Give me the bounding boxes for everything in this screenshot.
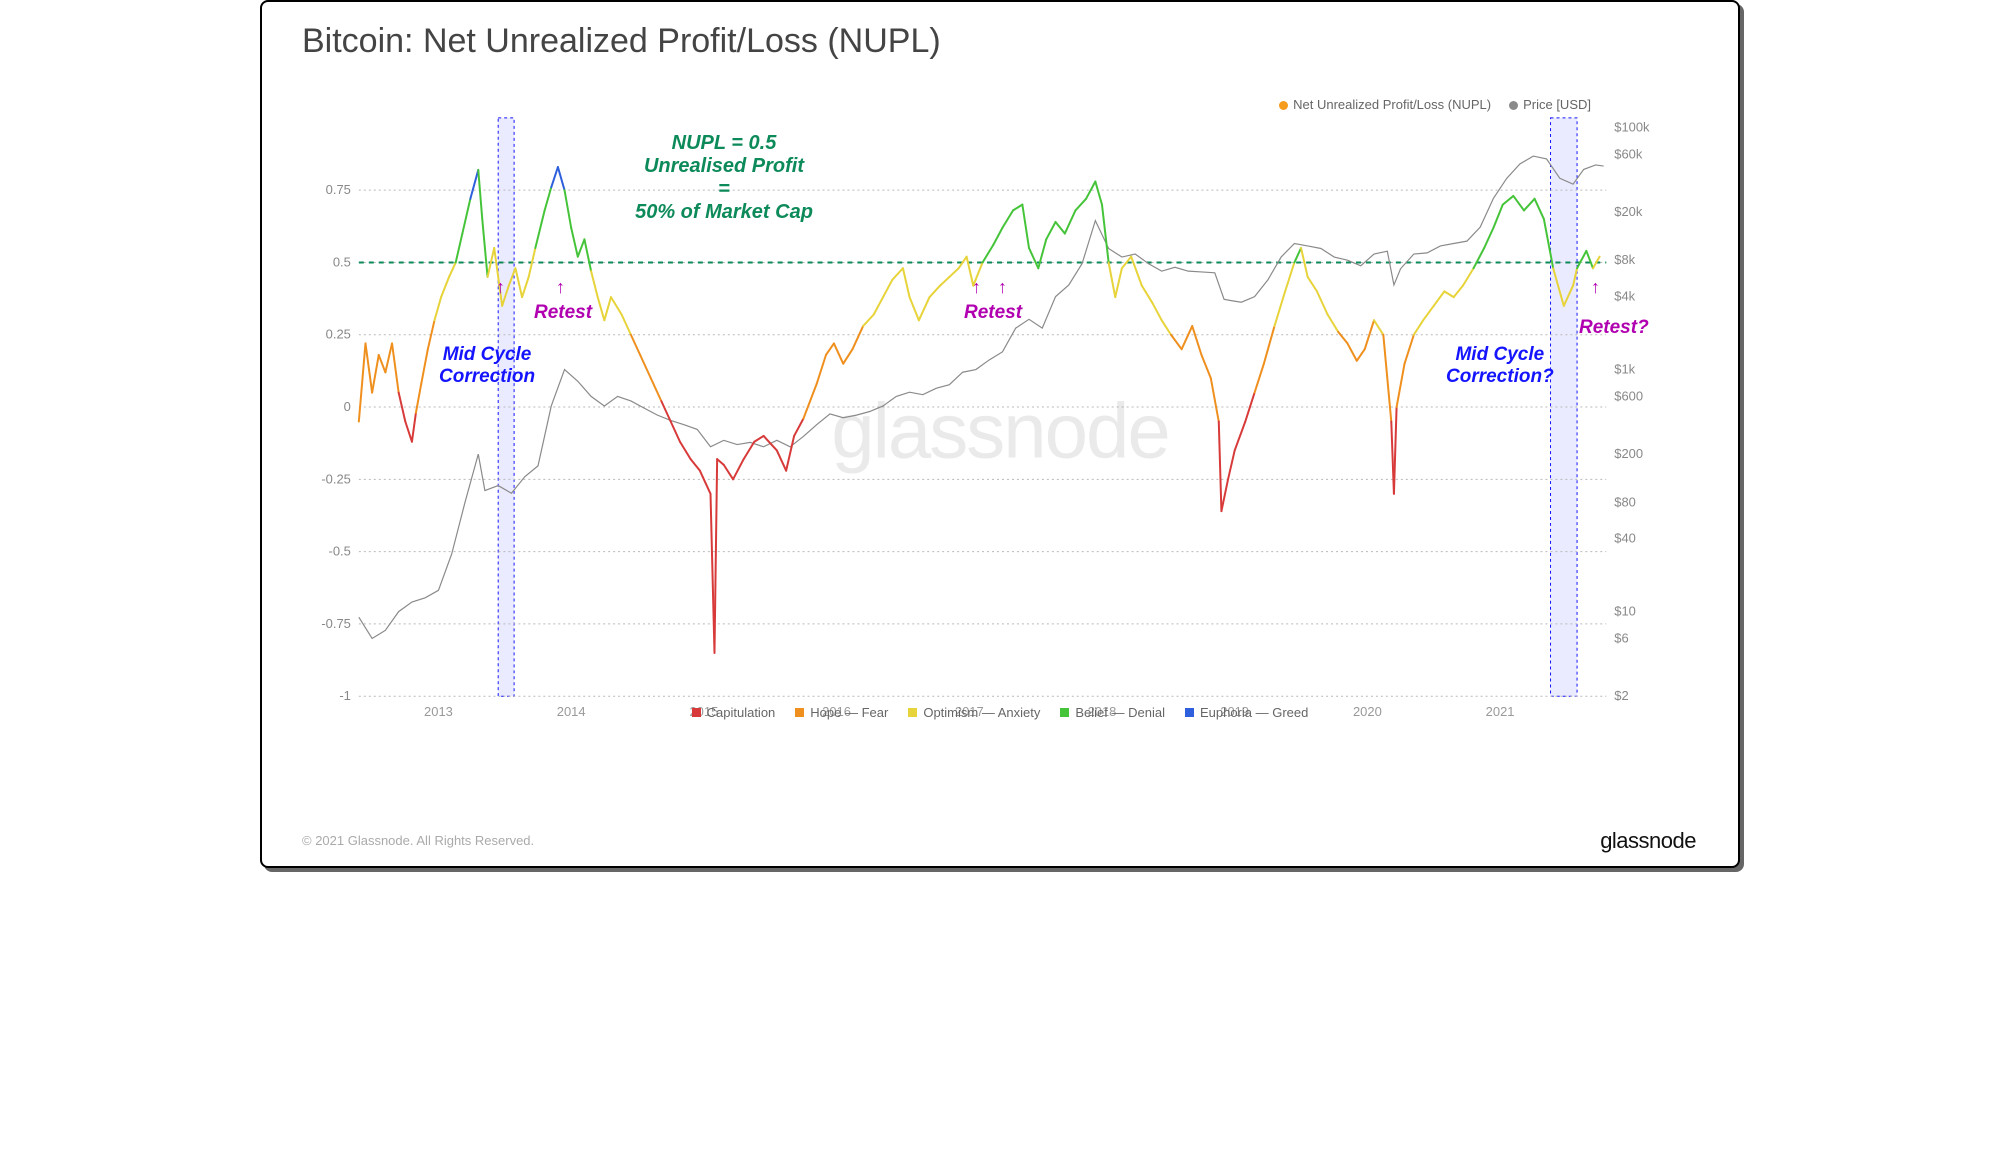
chart-area: Net Unrealized Profit/Loss (NUPL)Price [… <box>304 92 1696 752</box>
legend-bottom: CapitulationHope — FearOptimism — Anxiet… <box>304 705 1696 720</box>
svg-text:$4k: $4k <box>1614 289 1635 304</box>
svg-text:$20k: $20k <box>1614 204 1643 219</box>
svg-text:0: 0 <box>344 399 351 414</box>
svg-text:$8k: $8k <box>1614 252 1635 267</box>
svg-text:$60k: $60k <box>1614 146 1643 161</box>
svg-text:$600: $600 <box>1614 388 1643 403</box>
svg-text:-0.5: -0.5 <box>329 544 351 559</box>
svg-text:$100k: $100k <box>1614 119 1650 134</box>
svg-text:-0.25: -0.25 <box>321 471 351 486</box>
svg-text:-0.75: -0.75 <box>321 616 351 631</box>
svg-text:$40: $40 <box>1614 531 1636 546</box>
arrow-icon: ↑ <box>998 277 1007 298</box>
glassnode-logo: glassnode <box>1600 828 1696 854</box>
svg-text:0.75: 0.75 <box>326 182 351 197</box>
svg-text:$6: $6 <box>1614 630 1628 645</box>
chart-title: Bitcoin: Net Unrealized Profit/Loss (NUP… <box>302 22 941 61</box>
svg-text:$1k: $1k <box>1614 362 1635 377</box>
annot-retest-1: Retest <box>534 302 592 324</box>
arrow-icon: ↑ <box>972 277 981 298</box>
annot-midcycle-2: Mid CycleCorrection? <box>1446 344 1554 388</box>
annot-retest-3: Retest? <box>1579 317 1649 339</box>
svg-text:$10: $10 <box>1614 604 1636 619</box>
annot-nupl: NUPL = 0.5Unrealised Profit=50% of Marke… <box>614 132 834 224</box>
svg-text:0.5: 0.5 <box>333 254 351 269</box>
arrow-icon: ↑ <box>496 277 505 298</box>
svg-text:$80: $80 <box>1614 494 1636 509</box>
svg-text:$2: $2 <box>1614 688 1628 703</box>
annot-retest-2: Retest <box>964 302 1022 324</box>
svg-text:$200: $200 <box>1614 446 1643 461</box>
chart-frame: Bitcoin: Net Unrealized Profit/Loss (NUP… <box>260 0 1740 868</box>
chart-svg: -1 -0.75 -0.5 -0.25 0 0.25 0.5 0.75 $2 $6 $10 $40 $8… <box>304 92 1696 752</box>
arrow-icon: ↑ <box>556 277 565 298</box>
arrow-icon: ↑ <box>1591 277 1600 298</box>
annot-midcycle-1: Mid CycleCorrection <box>439 344 535 388</box>
copyright: © 2021 Glassnode. All Rights Reserved. <box>302 833 534 848</box>
legend-top: Net Unrealized Profit/Loss (NUPL)Price [… <box>1279 97 1591 112</box>
svg-text:-1: -1 <box>339 688 351 703</box>
svg-text:0.25: 0.25 <box>326 327 351 342</box>
